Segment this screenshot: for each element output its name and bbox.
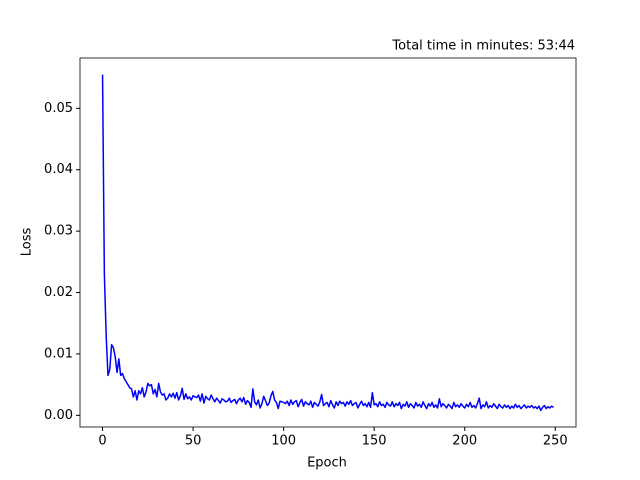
x-tick-label: 250 — [543, 434, 568, 449]
x-axis-label: Epoch — [307, 456, 347, 471]
y-tick-label: 0.04 — [44, 162, 73, 177]
x-tick-label: 50 — [185, 434, 202, 449]
y-axis-label: Loss — [20, 228, 35, 257]
y-tick-label: 0.03 — [44, 224, 73, 239]
x-tick-label: 100 — [271, 434, 296, 449]
y-tick-label: 0.05 — [44, 101, 73, 116]
x-tick-label: 0 — [98, 434, 106, 449]
y-tick-label: 0.02 — [44, 285, 73, 300]
x-tick-label: 150 — [362, 434, 387, 449]
loss-line — [101, 74, 554, 412]
chart-title: Total time in minutes: 53:44 — [391, 39, 575, 54]
y-tick-label: 0.01 — [44, 346, 73, 361]
y-tick-label: 0.00 — [44, 408, 73, 423]
x-tick-label: 200 — [452, 434, 477, 449]
plot-frame — [79, 57, 577, 428]
